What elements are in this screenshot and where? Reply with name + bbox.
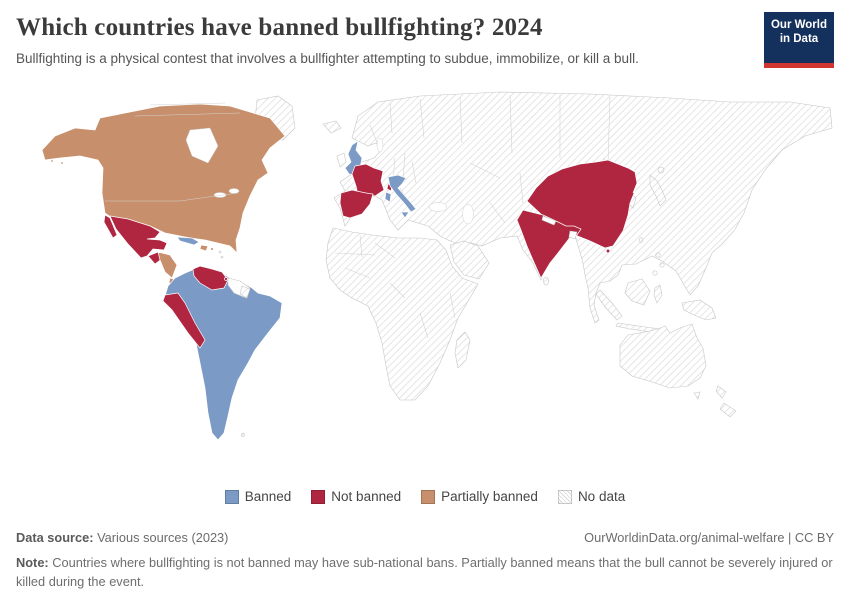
landmass-madagascar [454, 331, 471, 369]
country-cuba[interactable] [176, 236, 200, 246]
note-label: Note: [16, 555, 49, 570]
country-borders [334, 94, 611, 339]
country-south-america-banned[interactable] [164, 267, 283, 441]
country-ecuador-peru[interactable] [162, 292, 206, 349]
owid-logo-line2: in Data [779, 33, 819, 46]
country-mexico[interactable] [109, 215, 168, 259]
owid-logo[interactable]: Our World in Data [764, 12, 834, 68]
landmass-japan [649, 174, 667, 207]
map-legend: Banned Not banned Partially banned No da… [16, 489, 834, 504]
territory-hainan[interactable] [605, 248, 611, 254]
legend-label-no-data: No data [577, 489, 626, 504]
page-title: Which countries have banned bullfighting… [16, 14, 543, 41]
country-mexico-baja[interactable] [103, 214, 118, 239]
us-canada-border [105, 192, 239, 202]
legend-label-banned: Banned [244, 489, 292, 504]
country-italy[interactable] [387, 174, 417, 213]
great-lake-1 [213, 192, 227, 198]
landmass-falklands [240, 432, 246, 438]
country-venezuela[interactable] [192, 265, 229, 291]
territory-sicily[interactable] [400, 211, 410, 219]
country-bangladesh [568, 230, 578, 240]
landmass-iceland [322, 120, 342, 134]
landmass-new-zealand-south [719, 402, 737, 418]
country-hispaniola[interactable] [199, 244, 209, 252]
landmass-new-guinea [681, 299, 717, 321]
legend-label-not-banned: Not banned [331, 489, 402, 504]
landmass-hokkaido [657, 166, 665, 174]
caspian-sea [462, 203, 474, 225]
landmass-sulawesi [653, 284, 663, 304]
data-source-value: Various sources (2023) [93, 530, 229, 545]
country-canada-usa[interactable] [41, 103, 286, 254]
owid-cc-link[interactable]: OurWorldinData.org/animal-welfare | CC B… [584, 530, 834, 545]
legend-item-partially-banned[interactable]: Partially banned [421, 489, 538, 504]
country-ireland [336, 152, 347, 168]
aleutian-1 [50, 159, 54, 163]
arctic-channels [134, 102, 241, 117]
chart-footer: Data source: Various sources (2023) OurW… [16, 530, 834, 591]
country-china[interactable] [526, 159, 638, 249]
landmass-borneo [624, 278, 651, 306]
landmass-tasmania [693, 391, 701, 400]
legend-swatch-banned [224, 489, 239, 504]
territory-french-guiana [239, 285, 251, 299]
legend-item-not-banned[interactable]: Not banned [311, 489, 401, 504]
baltic-sea [376, 137, 384, 153]
country-india[interactable] [516, 209, 582, 279]
note-text: Countries where bullfighting is not bann… [16, 555, 833, 589]
landmass-sumatra [595, 289, 623, 321]
chart-header: Which countries have banned bullfighting… [16, 12, 834, 68]
landmass-taiwan [639, 237, 643, 243]
world-map[interactable] [0, 83, 850, 478]
page-subtitle: Bullfighting is a physical contest that … [16, 50, 639, 66]
landmass-philippines-3 [652, 270, 658, 276]
legend-item-banned[interactable]: Banned [224, 489, 292, 504]
lesser-antilles-1 [218, 250, 222, 254]
data-source-label: Data source: [16, 530, 94, 545]
black-sea [428, 202, 448, 212]
legend-item-no-data[interactable]: No data [557, 489, 626, 504]
country-honduras-nicaragua[interactable] [157, 251, 178, 279]
landmass-philippines-2 [659, 262, 665, 268]
country-puerto-rico[interactable] [210, 247, 214, 251]
territory-sardinia[interactable] [384, 191, 392, 203]
data-source: Data source: Various sources (2023) [16, 530, 228, 545]
landmass-new-zealand-north [715, 385, 727, 399]
legend-swatch-partially-banned [421, 489, 436, 504]
hudson-bay [185, 127, 219, 164]
country-trinidad[interactable] [224, 277, 228, 281]
country-spain-portugal[interactable] [339, 189, 374, 219]
legend-swatch-not-banned [311, 489, 326, 504]
landmass-australia [619, 323, 707, 389]
landmass-philippines-1 [655, 252, 661, 258]
country-sri-lanka [543, 276, 549, 286]
landmass-arabia [449, 240, 490, 280]
landmass-africa [325, 227, 479, 401]
country-france[interactable] [351, 163, 385, 197]
great-lake-2 [228, 188, 240, 194]
aleutian-2 [60, 161, 64, 165]
legend-label-partially-banned: Partially banned [441, 489, 538, 504]
legend-swatch-no-data [557, 489, 572, 504]
chart-container: Which countries have banned bullfighting… [16, 0, 834, 600]
lesser-antilles-2 [220, 255, 224, 259]
country-nepal [541, 215, 557, 226]
owid-logo-line1: Our World [770, 19, 827, 31]
